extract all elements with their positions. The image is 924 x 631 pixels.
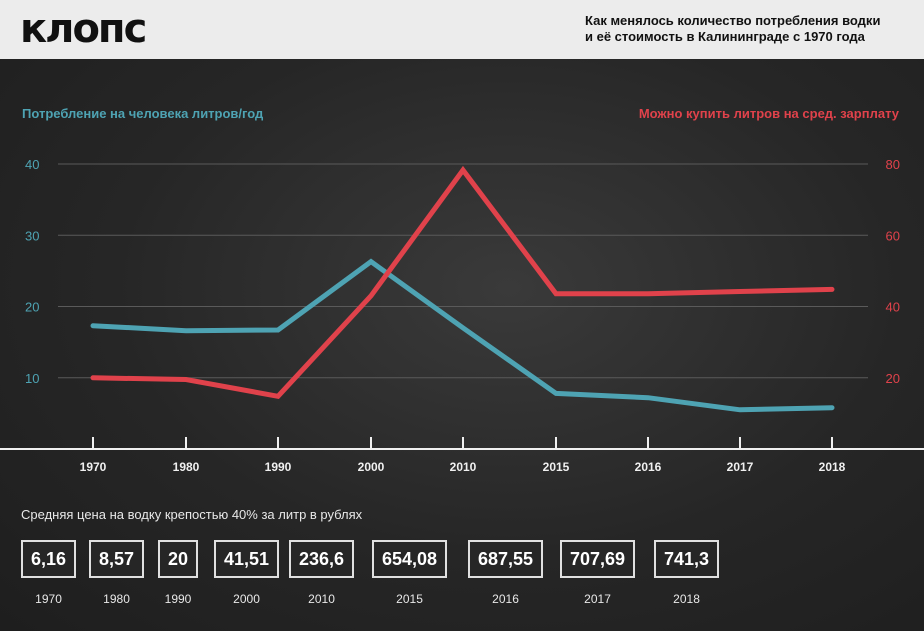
price-value: 654,08 (372, 540, 448, 578)
price-year: 2015 (396, 592, 423, 606)
right-tick-label: 40 (886, 300, 900, 315)
price-value: 20 (158, 540, 199, 578)
price-row: 6,16 1970 8,57 1980 20 1990 41,51 2000 236,6 2010… (0, 540, 924, 620)
price-value: 741,3 (654, 540, 720, 578)
affordability-series-line (90, 165, 835, 400)
left-tick-label: 20 (25, 300, 39, 315)
left-axis-title: Потребление на человека литров/год (22, 106, 264, 121)
price-value: 6,16 (21, 540, 77, 578)
price-item: 741,3 2018 (654, 540, 720, 606)
x-tick-label: 2010 (450, 460, 477, 474)
price-year: 2018 (673, 592, 700, 606)
x-tick-label: 1970 (80, 460, 107, 474)
series-lines (90, 165, 835, 413)
header: клопс Как менялось количество потреблени… (0, 0, 924, 59)
price-year: 1980 (103, 592, 130, 606)
price-caption: Средняя цена на водку крепостью 40% за л… (21, 507, 363, 522)
price-item: 707,69 2017 (560, 540, 636, 606)
price-value: 41,51 (214, 540, 280, 578)
left-tick-label: 40 (25, 157, 39, 172)
x-tick-label: 2017 (727, 460, 754, 474)
price-value: 687,55 (468, 540, 544, 578)
chart-panel (0, 59, 924, 631)
price-year: 1990 (164, 592, 192, 606)
price-year: 2017 (584, 592, 611, 606)
price-item: 654,08 2015 (372, 540, 448, 606)
right-tick-label: 20 (886, 371, 900, 386)
right-axis-title: Можно купить литров на сред. зарплату (638, 106, 899, 121)
left-tick-label: 30 (25, 228, 39, 243)
x-tick-label: 1980 (173, 460, 200, 474)
price-item: 8,57 1980 (89, 540, 145, 606)
x-tick-label: 1990 (265, 460, 292, 474)
left-tick-label: 10 (25, 371, 39, 386)
price-item: 6,16 1970 (21, 540, 77, 606)
price-value: 236,6 (289, 540, 355, 578)
price-year: 2016 (492, 592, 519, 606)
title-line-2: и её стоимость в Калининграде с 1970 год… (585, 29, 865, 44)
price-year: 2000 (233, 592, 260, 606)
page-title: Как менялось количество потребления водк… (585, 13, 905, 45)
x-tick-label: 2000 (358, 460, 385, 474)
price-item: 236,6 2010 (289, 540, 355, 606)
logo[interactable]: клопс (20, 6, 147, 52)
x-axis: 1970 1980 1990 2000 2010 2015 2016 2017 2018 (0, 437, 924, 474)
x-tick-label: 2016 (635, 460, 662, 474)
consumption-series-line (90, 258, 835, 413)
price-item: 41,51 2000 (214, 540, 280, 606)
right-axis-ticks: 20 40 60 80 (886, 157, 900, 386)
x-tick-label: 2015 (543, 460, 570, 474)
right-tick-label: 60 (886, 228, 900, 243)
price-item: 687,55 2016 (468, 540, 544, 606)
line-chart: 10 20 30 40 20 40 60 80 1970 1980 1990 2000 2010 20… (0, 157, 924, 474)
price-year: 2010 (308, 592, 335, 606)
right-tick-label: 80 (886, 157, 900, 172)
price-year: 1970 (35, 592, 62, 606)
price-value: 707,69 (560, 540, 636, 578)
grid-lines (58, 163, 868, 379)
x-tick-label: 2018 (819, 460, 846, 474)
left-axis-ticks: 10 20 30 40 (25, 157, 39, 386)
price-value: 8,57 (89, 540, 145, 578)
price-item: 20 1990 (158, 540, 199, 606)
title-line-1: Как менялось количество потребления водк… (585, 13, 881, 28)
